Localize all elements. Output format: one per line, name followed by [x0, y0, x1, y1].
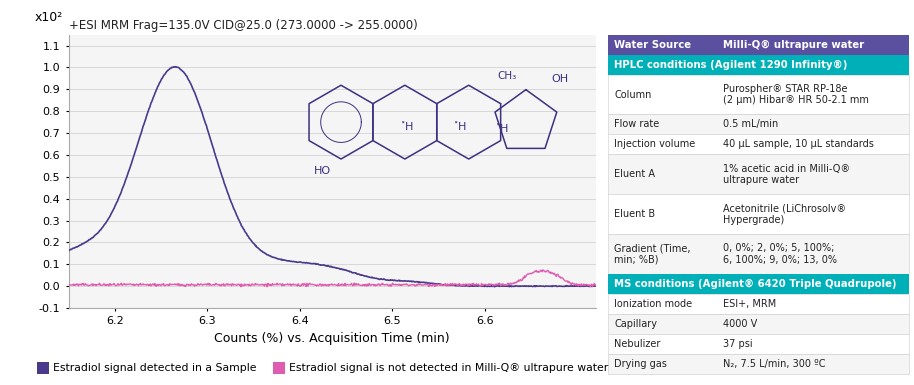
Text: Drying gas: Drying gas [614, 359, 667, 369]
Text: Injection volume: Injection volume [614, 139, 696, 149]
Bar [608, 354, 909, 374]
Bar [608, 194, 909, 234]
Text: HPLC conditions (Agilent 1290 Infinity®): HPLC conditions (Agilent 1290 Infinity®) [614, 60, 847, 70]
Text: MS conditions (Agilent® 6420 Triple Quadrupole): MS conditions (Agilent® 6420 Triple Quad… [614, 279, 897, 289]
Text: +ESI MRM Frag=135.0V CID@25.0 (273.0000 -> 255.0000): +ESI MRM Frag=135.0V CID@25.0 (273.0000 … [69, 19, 418, 32]
Text: 1% acetic acid in Milli-Q®
ultrapure water: 1% acetic acid in Milli-Q® ultrapure wat… [723, 164, 850, 185]
Bar [608, 134, 909, 154]
Bar [608, 55, 909, 75]
Text: Column: Column [614, 90, 652, 99]
Bar [608, 154, 909, 194]
Text: Ionization mode: Ionization mode [614, 299, 692, 309]
Bar [608, 274, 909, 294]
Bar [608, 114, 909, 134]
Text: x10²: x10² [35, 11, 62, 24]
Text: Milli-Q® ultrapure water: Milli-Q® ultrapure water [723, 40, 864, 50]
Text: Flow rate: Flow rate [614, 119, 659, 129]
Bar [608, 35, 909, 55]
X-axis label: Counts (%) vs. Acquisition Time (min): Counts (%) vs. Acquisition Time (min) [215, 332, 450, 345]
Text: Acetonitrile (LiChrosolv®
Hypergrade): Acetonitrile (LiChrosolv® Hypergrade) [723, 203, 845, 225]
Text: Purospher® STAR RP-18e
(2 μm) Hibar® HR 50-2.1 mm: Purospher® STAR RP-18e (2 μm) Hibar® HR … [723, 84, 868, 105]
Bar [608, 75, 909, 114]
Text: Eluent A: Eluent A [614, 169, 655, 179]
Text: Capillary: Capillary [614, 319, 657, 329]
Bar [608, 334, 909, 354]
Text: N₂, 7.5 L/min, 300 ºC: N₂, 7.5 L/min, 300 ºC [723, 359, 825, 369]
Text: Eluent B: Eluent B [614, 209, 655, 219]
Text: 4000 V: 4000 V [723, 319, 757, 329]
Text: ESI+, MRM: ESI+, MRM [723, 299, 776, 309]
Text: 37 psi: 37 psi [723, 339, 752, 349]
Legend: Estradiol signal detected in a Sample, Estradiol signal is not detected in Milli: Estradiol signal detected in a Sample, E… [33, 359, 613, 378]
Bar [608, 314, 909, 334]
Text: Gradient (Time,
min; %B): Gradient (Time, min; %B) [614, 243, 691, 265]
Text: 0.5 mL/min: 0.5 mL/min [723, 119, 778, 129]
Bar [608, 234, 909, 274]
Text: Water Source: Water Source [614, 40, 691, 50]
Text: Nebulizer: Nebulizer [614, 339, 661, 349]
Bar [608, 294, 909, 314]
Text: 40 μL sample, 10 μL standards: 40 μL sample, 10 μL standards [723, 139, 874, 149]
Text: 0, 0%; 2, 0%; 5, 100%;
6, 100%; 9, 0%; 13, 0%: 0, 0%; 2, 0%; 5, 100%; 6, 100%; 9, 0%; 1… [723, 243, 836, 265]
